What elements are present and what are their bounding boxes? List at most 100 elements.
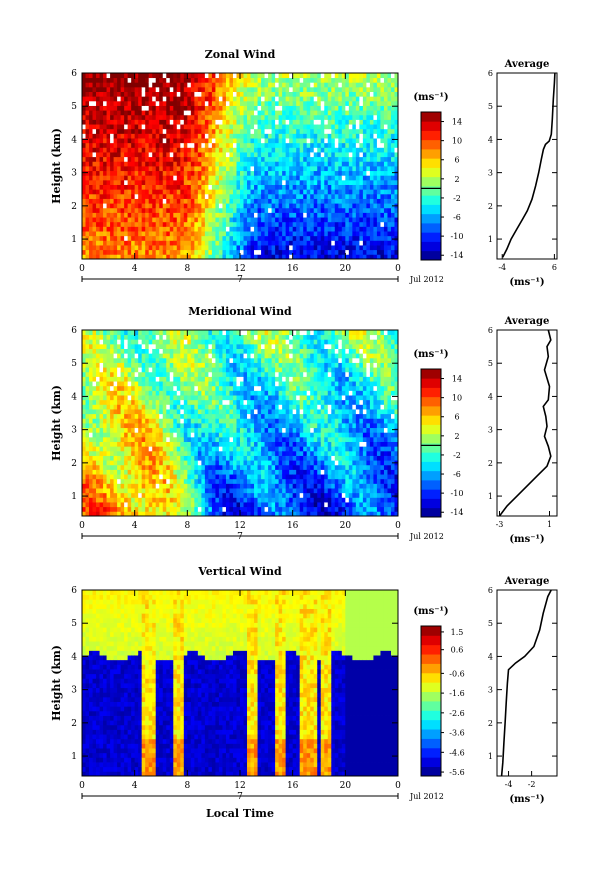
heatmap-cell [106, 460, 111, 466]
heatmap-cell [296, 203, 301, 209]
heatmap-cell [359, 119, 364, 125]
heatmap-cell [390, 226, 395, 232]
heatmap-cell [194, 138, 199, 144]
heatmap-cell [222, 245, 227, 251]
heatmap-cell [348, 114, 353, 120]
heatmap-cell [190, 330, 195, 336]
heatmap-cell [85, 334, 90, 340]
heatmap-cell [236, 166, 241, 172]
heatmap-cell [176, 385, 181, 391]
heatmap-cell [218, 77, 223, 83]
heatmap-cell [131, 441, 136, 447]
heatmap-cell [334, 207, 339, 213]
heatmap-cell [127, 73, 132, 79]
heatmap-cell [190, 492, 195, 498]
heatmap-cell [331, 249, 336, 255]
heatmap-cell [355, 175, 360, 181]
heatmap-cell [236, 77, 241, 83]
heatmap-cell [394, 231, 399, 237]
heatmap-cell [99, 240, 104, 246]
heatmap-cell [180, 231, 185, 237]
heatmap-cell [366, 114, 371, 120]
heatmap-cell [152, 464, 157, 470]
heatmap-cell [211, 105, 216, 111]
heatmap-cell [85, 114, 90, 120]
heatmap-cell [204, 152, 209, 158]
heatmap-cell [141, 371, 146, 377]
heatmap-cell [120, 184, 125, 190]
heatmap-cell [152, 105, 157, 111]
heatmap-cell [345, 221, 350, 227]
heatmap-cell [215, 184, 220, 190]
heatmap-cell [383, 189, 388, 195]
heatmap-cell [225, 142, 230, 148]
heatmap-cell [204, 100, 209, 106]
heatmap-cell [134, 212, 139, 218]
heatmap-cell [162, 464, 167, 470]
heatmap-cell [162, 404, 167, 410]
heatmap-cell [232, 152, 237, 158]
heatmap-cell [96, 175, 100, 181]
heatmap-cell [103, 469, 107, 475]
heatmap-cell [292, 133, 297, 139]
heatmap-cell [96, 423, 100, 429]
heatmap-cell [152, 110, 157, 116]
heatmap-cell [103, 376, 107, 382]
heatmap-cell [254, 110, 258, 116]
heatmap-cell [173, 334, 178, 340]
heatmap-cell [183, 114, 188, 120]
heatmap-cell [369, 91, 374, 97]
heatmap-cell [299, 207, 304, 213]
heatmap-cell [169, 464, 174, 470]
heatmap-cell [117, 152, 122, 158]
heatmap-cell [96, 193, 100, 199]
heatmap-cell [285, 105, 290, 111]
heatmap-cell [173, 124, 178, 130]
heatmap-cell [134, 385, 139, 391]
heatmap-cell [152, 418, 157, 424]
heatmap-cell [383, 133, 388, 139]
heatmap-cell [103, 96, 107, 102]
heatmap-cell [162, 128, 167, 134]
heatmap-cell [292, 217, 297, 223]
heatmap-cell [89, 156, 93, 162]
heatmap-cell [387, 217, 392, 223]
heatmap-cell [117, 418, 122, 424]
heatmap-cell [204, 119, 209, 125]
heatmap-cell [254, 105, 258, 111]
heatmap-cell [124, 497, 129, 503]
heatmap-cell [345, 254, 350, 260]
heatmap-cell [313, 96, 318, 102]
heatmap-cell [225, 147, 230, 153]
heatmap-cell [355, 96, 360, 102]
heatmap-cell [303, 193, 308, 199]
heatmap-cell [236, 100, 241, 106]
heatmap-cell [141, 86, 146, 92]
heatmap-cell [134, 254, 139, 260]
heatmap-cell [369, 254, 374, 260]
heatmap-cell [141, 367, 146, 373]
heatmap-cell [292, 245, 297, 251]
heatmap-cell [240, 221, 244, 227]
heatmap-cell [383, 226, 388, 232]
heatmap-cell [127, 409, 132, 415]
heatmap-cell [96, 385, 100, 391]
heatmap-cell [103, 147, 107, 153]
heatmap-cell [194, 217, 199, 223]
heatmap-cell [124, 217, 129, 223]
heatmap-cell [82, 105, 86, 111]
heatmap-cell [183, 119, 188, 125]
heatmap-cell [183, 207, 188, 213]
heatmap-cell [345, 235, 350, 241]
heatmap-cell [103, 455, 107, 461]
heatmap-cell [232, 100, 237, 106]
heatmap-cell [89, 96, 93, 102]
heatmap-cell [303, 245, 308, 251]
heatmap-cell [162, 488, 167, 494]
heatmap-cell [141, 478, 146, 484]
heatmap-cell [338, 245, 343, 251]
heatmap-cell [89, 423, 93, 429]
heatmap-cell [390, 161, 395, 167]
heatmap-cell [110, 367, 114, 373]
heatmap-cell [197, 207, 202, 213]
